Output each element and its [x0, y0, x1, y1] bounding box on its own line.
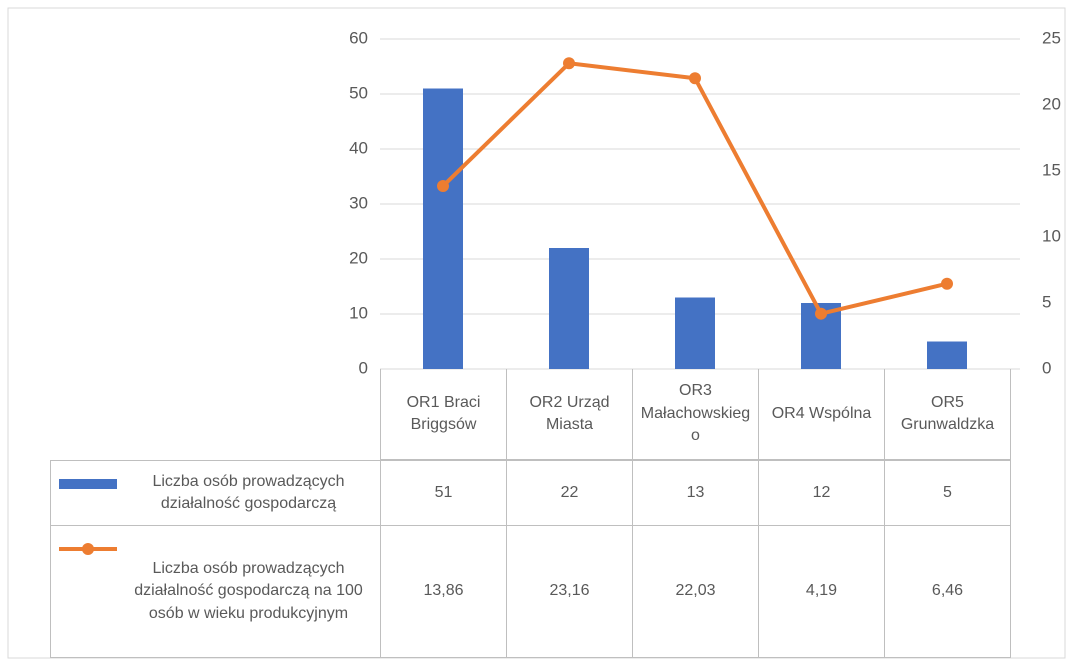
table-value: 13,86: [380, 525, 507, 658]
bar: [549, 248, 589, 369]
table-value: 5: [884, 460, 1011, 526]
legend-label: Liczba osób prowadzących działalność gos…: [134, 559, 363, 622]
y2-tick-label: 25: [1042, 28, 1061, 47]
table-value: 12: [758, 460, 885, 526]
y-tick-label: 50: [349, 83, 368, 102]
legend-marker: [82, 543, 94, 555]
y-tick-label: 60: [349, 28, 368, 47]
y2-tick-label: 5: [1042, 292, 1051, 311]
y-tick-label: 30: [349, 193, 368, 212]
bar: [423, 88, 463, 369]
y-tick-label: 20: [349, 248, 368, 267]
legend-symbol: [59, 479, 117, 489]
line: [441, 61, 948, 316]
y-tick-label: 10: [349, 303, 368, 322]
line-marker: [437, 180, 449, 193]
legend-bar: [59, 479, 117, 489]
chart-border: [7, 7, 1066, 659]
bar: [927, 341, 967, 369]
y2-tick-label: 15: [1042, 160, 1061, 179]
table-value: 13: [632, 460, 759, 526]
table-value: 6,46: [884, 525, 1011, 658]
line-marker: [941, 277, 953, 290]
category-cell: OR1 Braci Briggsów: [380, 369, 507, 460]
table-value: 51: [380, 460, 507, 526]
line-marker: [563, 57, 575, 70]
line-marker: [689, 72, 701, 85]
table-value: 22,03: [632, 525, 759, 658]
y-tick-label: 40: [349, 138, 368, 157]
table-value: 22: [506, 460, 633, 526]
legend-label: Liczba osób prowadzących działalność gos…: [152, 472, 345, 512]
legend-cell: Liczba osób prowadzących działalność gos…: [50, 525, 381, 658]
y2-tick-label: 0: [1042, 358, 1051, 377]
category-cell: OR5 Grunwaldzka: [884, 369, 1011, 460]
table-value: 23,16: [506, 525, 633, 658]
category-cell: OR4 Wspólna: [758, 369, 885, 460]
legend-cell: Liczba osób prowadzących działalność gos…: [50, 460, 381, 526]
line-marker: [815, 307, 827, 320]
y2-tick-label: 10: [1042, 226, 1061, 245]
table-value: 4,19: [758, 525, 885, 658]
category-cell: OR2 Urząd Miasta: [506, 369, 633, 460]
bar: [675, 297, 715, 369]
legend-symbol: [59, 543, 117, 555]
y-tick-label: 0: [359, 358, 368, 377]
category-cell: OR3 Małachowskiego: [632, 369, 759, 460]
y2-tick-label: 20: [1042, 94, 1061, 113]
